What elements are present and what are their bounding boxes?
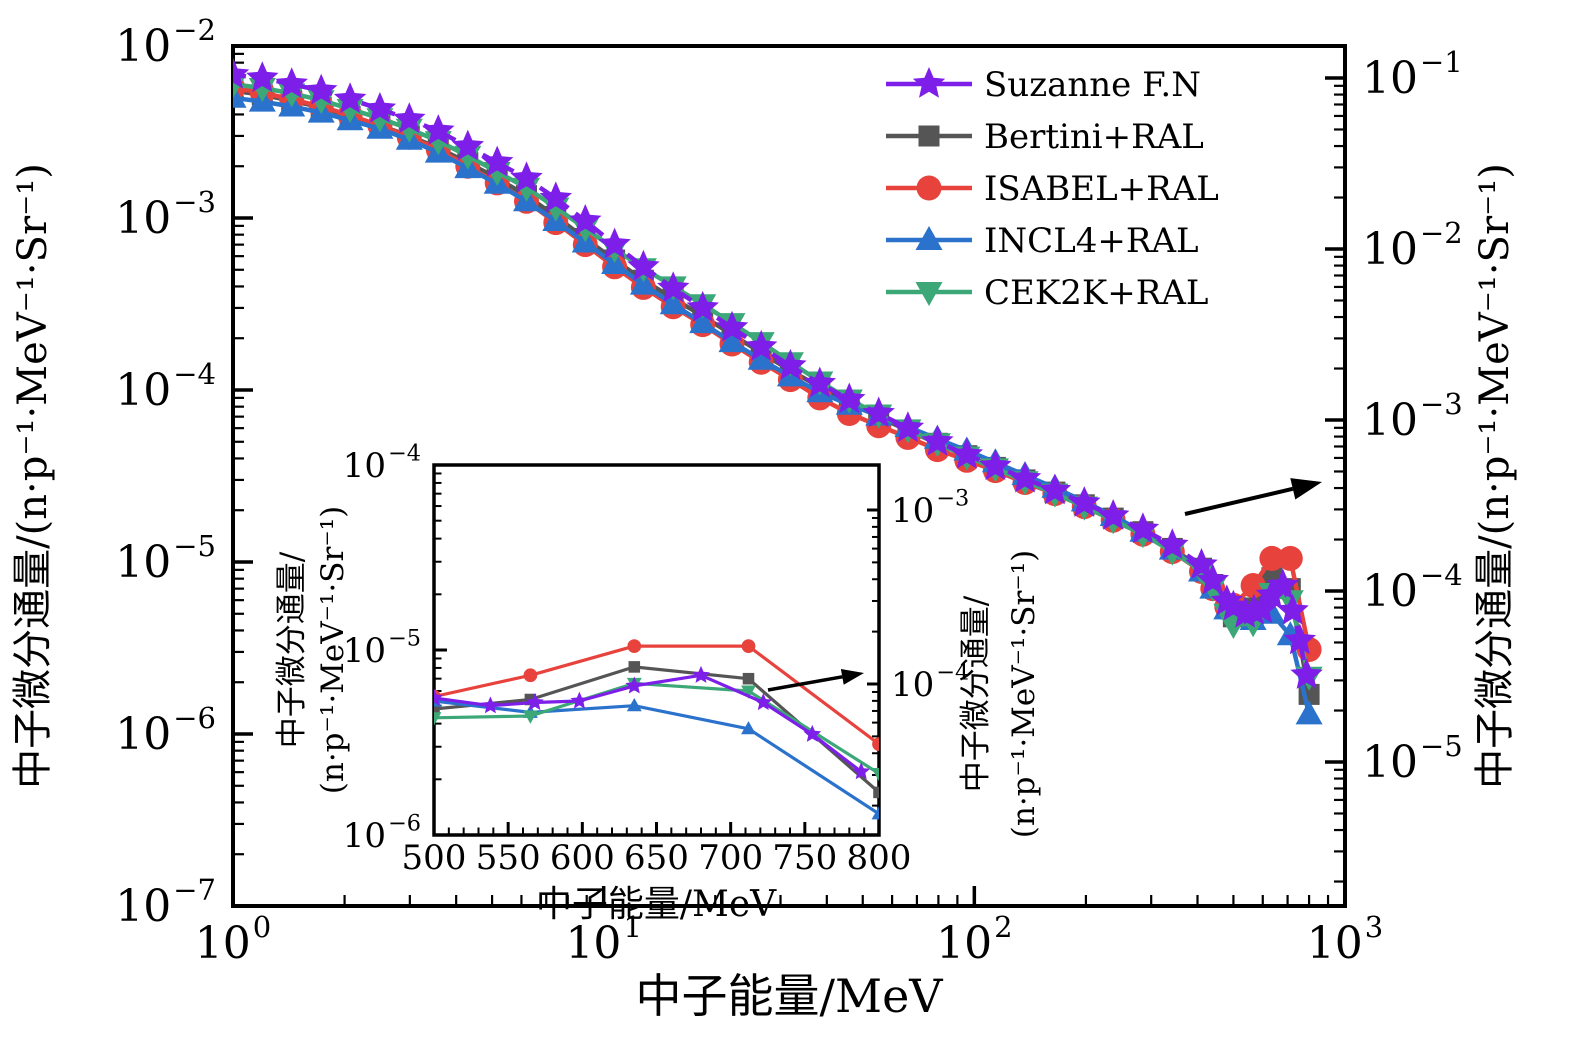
inset-y-axis-title-right-line2: (n·p⁻¹·MeV⁻¹·Sr⁻¹) (1006, 550, 1042, 838)
main-x-tick-label: 100 (195, 910, 271, 969)
main-y-tick-label-left: 10−2 (115, 13, 216, 72)
inset-axis-ticks (432, 463, 881, 837)
inset-y-tick-label-left: 10−6 (343, 811, 421, 856)
inset-x-tick-label: 750 (772, 838, 837, 878)
legend-item-label: INCL4+RAL (984, 221, 1199, 261)
inset-y-axis-title-right-line1: 中子微分通量/ (958, 595, 994, 792)
main-y-tick-label-left: 10−5 (115, 529, 216, 588)
legend-item-label: Bertini+RAL (984, 117, 1204, 157)
main-y-tick-label-right: 10−4 (1362, 558, 1463, 617)
inset-y-tick-label-right: 10−3 (891, 486, 969, 531)
legend-item-label: Suzanne F.N (984, 65, 1201, 105)
main-y-tick-label-left: 10−6 (115, 701, 216, 760)
legend-item-isabel-ral: ISABEL+RAL (886, 169, 1219, 209)
inset-x-tick-label: 550 (476, 838, 541, 878)
axis-titles: 中子能量/MeV 中子微分通量/(n·p⁻¹·MeV⁻¹·Sr⁻¹) 中子微分通… (10, 163, 1518, 1023)
inset-x-tick-label: 600 (550, 838, 615, 878)
inset-y-axis-title-left-line2: (n·p⁻¹·MeV⁻¹·Sr⁻¹) (315, 506, 351, 794)
inset-y-tick-label-left: 10−5 (343, 626, 421, 671)
series-suzanne-fn (233, 57, 1323, 689)
inset-y-tick-label-left: 10−4 (343, 441, 421, 486)
main-series-layer (233, 57, 1323, 725)
main-y-axis-title-right: 中子微分通量/(n·p⁻¹·MeV⁻¹·Sr⁻¹) (1472, 163, 1518, 789)
inset-x-axis-title: 中子能量/MeV (536, 884, 777, 925)
inset-series-layer (434, 639, 879, 820)
main-y-tick-label-right: 10−2 (1362, 216, 1463, 275)
main-y-tick-label-right: 10−3 (1362, 387, 1463, 446)
legend: Suzanne F.N Bertini+RAL ISABEL+RAL INCL4+RA… (886, 65, 1219, 313)
main-y-tick-label-right: 10−1 (1362, 45, 1463, 104)
legend-item-label: ISABEL+RAL (984, 169, 1219, 209)
series-suzanne-fn (434, 665, 871, 780)
inset-y-axis-title-left-line1: 中子微分通量/ (274, 551, 310, 748)
inset-x-tick-label: 500 (402, 838, 467, 878)
main-y-tick-label-left: 10−4 (115, 357, 216, 416)
legend-item-label: CEK2K+RAL (984, 273, 1209, 313)
main-y-tick-label-left: 10−3 (115, 185, 216, 244)
inset-y-tick-label-right: 10−4 (891, 660, 969, 705)
main-x-tick-label: 102 (936, 910, 1012, 969)
main-annotation-arrow (1184, 478, 1322, 516)
legend-item-suzanne-f-n: Suzanne F.N (886, 65, 1201, 105)
main-x-tick-label: 103 (1307, 910, 1383, 969)
main-plot: 10−210−310−410−510−610−710−110−210−310−4… (115, 13, 1463, 969)
main-x-axis-title: 中子能量/MeV (635, 969, 943, 1023)
main-x-tick-label: 101 (565, 910, 641, 969)
plots-layer: 10−210−310−410−510−610−710−110−210−310−4… (115, 13, 1463, 969)
legend-item-bertini-ral: Bertini+RAL (886, 117, 1204, 157)
main-y-tick-label-left: 10−7 (115, 873, 216, 932)
inset-x-tick-label: 800 (847, 838, 912, 878)
inset-x-tick-label: 650 (624, 838, 689, 878)
legend-item-cek2k-ral: CEK2K+RAL (886, 273, 1209, 313)
main-y-axis-title-left: 中子微分通量/(n·p⁻¹·MeV⁻¹·Sr⁻¹) (10, 163, 56, 789)
legend-item-incl4-ral: INCL4+RAL (886, 221, 1199, 261)
inset-x-tick-label: 700 (698, 838, 763, 878)
inset-annotation-arrow (767, 669, 864, 692)
main-y-tick-label-right: 10−5 (1362, 729, 1463, 788)
